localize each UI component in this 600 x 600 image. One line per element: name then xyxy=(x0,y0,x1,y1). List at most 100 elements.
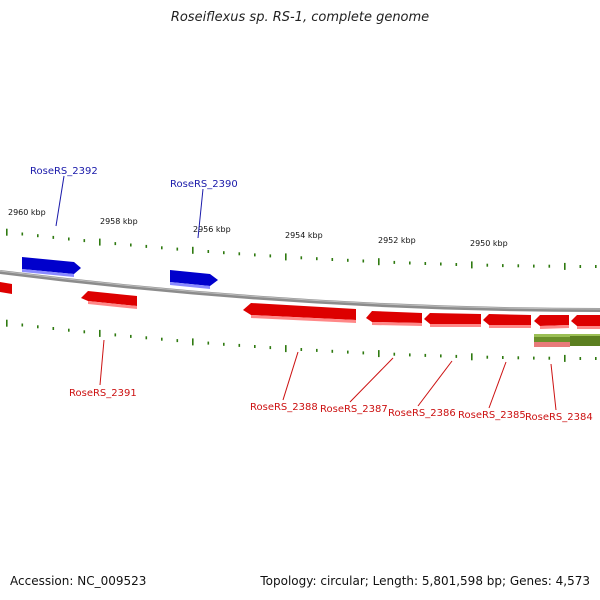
major-tick xyxy=(6,319,8,327)
gene-roseRS-2388[interactable] xyxy=(243,303,356,323)
major-tick xyxy=(471,353,473,361)
label-line-roseRS-2390 xyxy=(197,188,204,239)
accession-text: Accession: NC_009523 xyxy=(10,574,147,588)
gene-label[interactable]: RoseRS_2387 xyxy=(320,404,388,415)
label-line-roseRS-2388 xyxy=(282,351,299,401)
major-tick xyxy=(564,354,566,362)
gene-label[interactable]: RoseRS_2391 xyxy=(69,388,137,399)
gene-roseRS-2384[interactable] xyxy=(534,315,569,329)
minor-tick xyxy=(517,356,520,360)
minor-tick xyxy=(161,246,163,250)
backbone-highlight xyxy=(0,270,600,310)
minor-tick xyxy=(52,327,55,330)
major-tick xyxy=(99,238,101,246)
major-tick xyxy=(192,338,194,346)
rna-feature-block[interactable] xyxy=(534,334,600,347)
minor-tick xyxy=(130,334,132,338)
label-line-roseRS-2387 xyxy=(349,357,394,403)
label-line-roseRS-2391 xyxy=(99,339,105,386)
minor-tick xyxy=(176,339,179,343)
minor-tick xyxy=(114,242,117,246)
label-line-roseRS-2386 xyxy=(417,360,453,407)
minor-tick xyxy=(517,264,520,268)
minor-tick xyxy=(502,356,504,359)
major-tick xyxy=(99,329,101,337)
gene-left-partial[interactable] xyxy=(0,282,12,294)
minor-tick xyxy=(595,357,597,360)
minor-tick xyxy=(269,346,272,350)
major-tick xyxy=(285,253,287,261)
scale-label: 2952 kbp xyxy=(378,236,416,245)
minor-tick xyxy=(52,235,55,239)
major-tick xyxy=(192,246,194,254)
minor-tick xyxy=(440,262,442,266)
map-title: Roseiflexus sp. RS-1, complete genome xyxy=(170,10,430,25)
minor-tick xyxy=(223,251,225,255)
minor-tick xyxy=(21,232,24,236)
minor-tick xyxy=(533,264,535,268)
minor-tick xyxy=(145,244,148,248)
minor-tick xyxy=(347,350,349,354)
gene-roseRS-2391[interactable] xyxy=(81,291,137,309)
minor-tick xyxy=(424,353,427,357)
major-tick xyxy=(564,262,566,270)
label-line-roseRS-2384 xyxy=(550,363,557,411)
minor-tick xyxy=(486,263,489,267)
minor-tick xyxy=(21,323,24,327)
scale-label: 2950 kbp xyxy=(470,239,508,248)
major-tick xyxy=(378,350,380,358)
minor-tick xyxy=(37,234,39,238)
minor-tick xyxy=(362,351,365,355)
gene-label[interactable]: RoseRS_2392 xyxy=(30,166,98,177)
minor-tick xyxy=(502,264,504,268)
minor-tick xyxy=(595,265,597,268)
gene-roseRS-2392[interactable] xyxy=(22,257,81,277)
gene-label[interactable]: RoseRS_2386 xyxy=(388,408,456,419)
gene-roseRS-2387[interactable] xyxy=(366,311,422,326)
scale-label: 2954 kbp xyxy=(285,231,323,240)
minor-tick xyxy=(83,330,86,334)
minor-tick xyxy=(238,252,241,256)
minor-tick xyxy=(548,264,551,268)
minor-tick xyxy=(440,354,442,358)
minor-tick xyxy=(409,353,411,357)
major-tick xyxy=(6,228,8,236)
minor-tick xyxy=(347,258,349,262)
minor-tick xyxy=(207,341,210,345)
minor-tick xyxy=(533,356,535,360)
gene-label[interactable]: RoseRS_2385 xyxy=(458,410,526,421)
gene-right-partial[interactable] xyxy=(571,315,600,329)
minor-tick xyxy=(316,348,318,352)
minor-tick xyxy=(362,259,365,263)
minor-tick xyxy=(254,345,256,348)
minor-tick xyxy=(37,325,39,329)
minor-tick xyxy=(207,250,210,253)
gene-label[interactable]: RoseRS_2388 xyxy=(250,402,318,413)
minor-tick xyxy=(393,260,396,264)
minor-tick xyxy=(424,262,427,265)
label-line-roseRS-2385 xyxy=(488,361,507,409)
scale-label: 2960 kbp xyxy=(8,208,46,217)
genome-summary-text: Topology: circular; Length: 5,801,598 bp… xyxy=(260,574,590,588)
outer-ticks xyxy=(6,228,597,270)
major-tick xyxy=(471,261,473,269)
minor-tick xyxy=(455,263,458,266)
gene-roseRS-2390[interactable] xyxy=(170,270,218,289)
inner-ticks xyxy=(6,319,597,362)
minor-tick xyxy=(486,355,489,359)
minor-tick xyxy=(331,258,334,261)
scale-label: 2958 kbp xyxy=(100,217,138,226)
minor-tick xyxy=(130,243,132,247)
minor-tick xyxy=(300,348,303,351)
label-line-roseRS-2392 xyxy=(55,175,65,227)
gene-roseRS-2386[interactable] xyxy=(424,313,481,327)
minor-tick xyxy=(393,352,396,356)
minor-tick xyxy=(269,254,272,258)
gene-label[interactable]: RoseRS_2390 xyxy=(170,179,238,190)
minor-tick xyxy=(145,336,148,340)
gene-label[interactable]: RoseRS_2384 xyxy=(525,412,593,423)
minor-tick xyxy=(300,256,303,260)
minor-tick xyxy=(68,237,70,241)
gene-roseRS-2385[interactable] xyxy=(483,314,531,328)
